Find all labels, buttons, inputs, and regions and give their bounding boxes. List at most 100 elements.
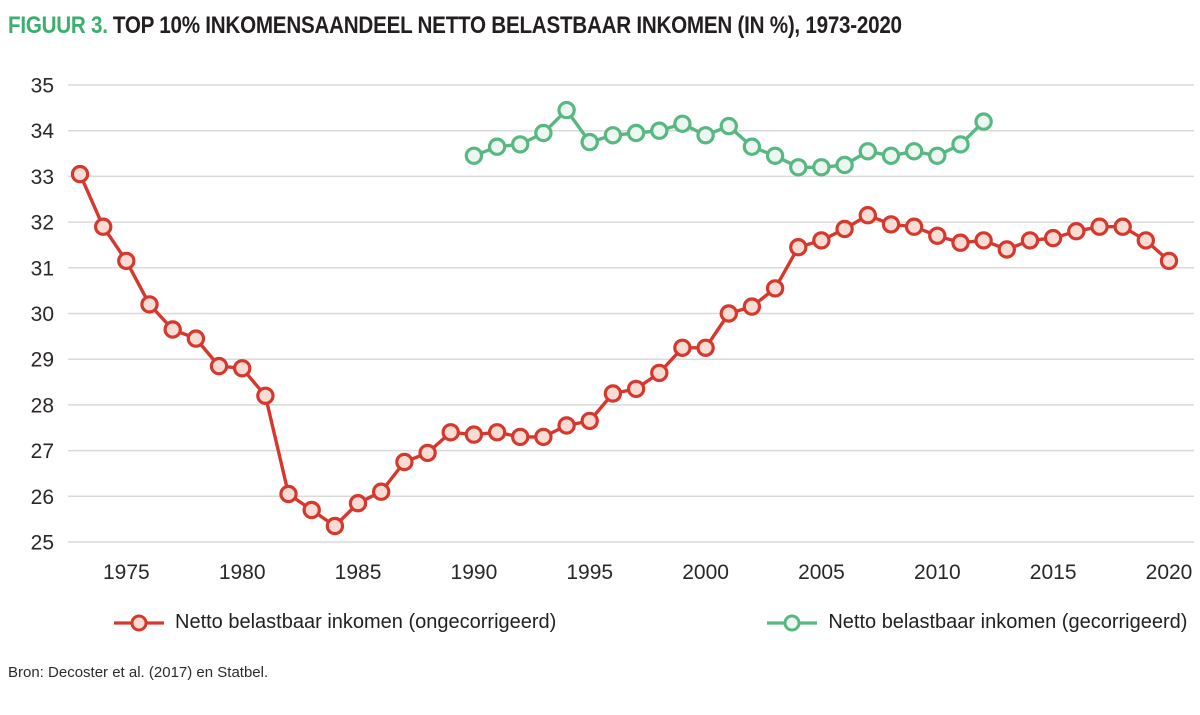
- svg-text:2000: 2000: [682, 561, 729, 584]
- data-point-ongecorrigeerd-1973: [70, 164, 90, 184]
- svg-text:35: 35: [31, 75, 54, 98]
- data-point-gecorrigeerd-1991: [487, 137, 507, 156]
- legend-label-ongecorrigeerd: Netto belastbaar inkomen (ongecorrigeerd…: [175, 611, 557, 633]
- legend-item-gecorrigeerd: Netto belastbaar inkomen (gecorrigeerd): [766, 611, 1187, 634]
- svg-text:1995: 1995: [566, 561, 613, 584]
- data-point-gecorrigeerd-1994: [557, 100, 576, 120]
- data-point-gecorrigeerd-1995: [580, 132, 599, 152]
- data-point-ongecorrigeerd-2007: [858, 205, 878, 225]
- data-point-ongecorrigeerd-2019: [1136, 231, 1156, 250]
- svg-text:31: 31: [31, 257, 54, 280]
- figure-title: FIGUUR 3. TOP 10% INKOMENSAANDEEL NETTO B…: [8, 12, 1033, 39]
- data-point-ongecorrigeerd-1991: [487, 423, 507, 442]
- data-point-ongecorrigeerd-2015: [1043, 228, 1063, 248]
- data-point-gecorrigeerd-2004: [789, 158, 808, 177]
- data-point-ongecorrigeerd-1985: [348, 494, 368, 513]
- data-point-ongecorrigeerd-1981: [256, 386, 275, 405]
- legend-label-gecorrigeerd: Netto belastbaar inkomen (gecorrigeerd): [828, 611, 1188, 633]
- data-point-ongecorrigeerd-1989: [441, 423, 460, 442]
- svg-text:29: 29: [31, 349, 54, 372]
- data-point-ongecorrigeerd-1996: [603, 384, 623, 403]
- data-point-ongecorrigeerd-1983: [302, 500, 321, 520]
- svg-text:2015: 2015: [1030, 561, 1077, 584]
- data-point-ongecorrigeerd-1975: [117, 251, 136, 271]
- svg-text:27: 27: [31, 440, 54, 463]
- figure-container: FIGUUR 3. TOP 10% INKOMENSAANDEEL NETTO B…: [8, 12, 1200, 681]
- svg-text:1975: 1975: [103, 561, 150, 584]
- data-point-gecorrigeerd-2010: [928, 146, 947, 166]
- svg-text:26: 26: [31, 486, 54, 509]
- data-point-gecorrigeerd-2005: [812, 158, 831, 177]
- svg-text:1985: 1985: [335, 561, 382, 584]
- figure-title-text: TOP 10% INKOMENSAANDEEL NETTO BELASTBAAR…: [112, 12, 902, 39]
- data-point-gecorrigeerd-2007: [858, 142, 878, 161]
- data-point-ongecorrigeerd-2018: [1113, 217, 1132, 236]
- data-point-ongecorrigeerd-2013: [997, 240, 1017, 259]
- svg-text:2005: 2005: [798, 561, 845, 584]
- green-series-marker-icon: [767, 614, 818, 631]
- data-point-ongecorrigeerd-1979: [209, 356, 229, 376]
- data-point-ongecorrigeerd-1994: [557, 416, 576, 435]
- data-point-ongecorrigeerd-1978: [186, 329, 206, 348]
- data-point-ongecorrigeerd-2014: [1020, 231, 1040, 250]
- data-point-ongecorrigeerd-1982: [279, 484, 298, 504]
- gridlines: [68, 84, 1194, 543]
- red-series-marker-icon: [114, 614, 164, 631]
- x-axis-labels: 1975 1980 1985 1990 1995 2000 2005 2010 2015 2020: [103, 561, 1192, 584]
- data-point-ongecorrigeerd-2010: [928, 226, 947, 245]
- data-point-gecorrigeerd-2011: [951, 135, 970, 154]
- series-ongecorrigeerd: [70, 164, 1179, 536]
- chart-legend: Netto belastbaar inkomen (ongecorrigeerd…: [8, 611, 1200, 634]
- data-point-gecorrigeerd-1996: [603, 126, 623, 145]
- data-point-ongecorrigeerd-1977: [163, 320, 182, 339]
- data-point-ongecorrigeerd-2006: [835, 219, 854, 239]
- data-point-ongecorrigeerd-1986: [372, 482, 391, 501]
- data-point-gecorrigeerd-1993: [534, 123, 553, 143]
- data-point-ongecorrigeerd-1980: [232, 359, 252, 378]
- data-point-ongecorrigeerd-2003: [765, 279, 785, 298]
- data-point-ongecorrigeerd-1999: [673, 338, 692, 357]
- data-point-ongecorrigeerd-2011: [951, 233, 970, 252]
- data-point-gecorrigeerd-1992: [511, 135, 530, 154]
- data-point-ongecorrigeerd-1988: [418, 443, 437, 463]
- data-point-gecorrigeerd-1999: [673, 114, 692, 134]
- data-point-ongecorrigeerd-2017: [1090, 217, 1109, 236]
- series-ongecorrigeerd-line: [78, 173, 1171, 528]
- data-point-ongecorrigeerd-2001: [719, 304, 739, 323]
- svg-text:25: 25: [31, 532, 54, 555]
- data-point-gecorrigeerd-2000: [696, 126, 715, 145]
- data-point-ongecorrigeerd-2004: [789, 237, 808, 257]
- svg-text:33: 33: [31, 166, 54, 189]
- svg-text:30: 30: [31, 303, 54, 326]
- data-point-gecorrigeerd-1998: [650, 121, 669, 140]
- svg-text:1980: 1980: [219, 561, 266, 584]
- data-point-gecorrigeerd-2012: [974, 112, 993, 131]
- svg-text:32: 32: [31, 212, 54, 235]
- series-gecorrigeerd: [464, 100, 993, 177]
- data-point-ongecorrigeerd-2000: [696, 338, 715, 357]
- data-point-gecorrigeerd-2001: [719, 116, 739, 136]
- data-point-ongecorrigeerd-2005: [812, 231, 831, 250]
- data-point-ongecorrigeerd-1997: [626, 379, 646, 399]
- y-axis-labels: 25 26 27 28 29 30 31 32 33 34 35: [31, 75, 55, 555]
- data-point-ongecorrigeerd-1992: [511, 427, 530, 447]
- data-point-ongecorrigeerd-2016: [1067, 221, 1086, 241]
- data-point-ongecorrigeerd-1984: [325, 516, 345, 536]
- legend-item-ongecorrigeerd: Netto belastbaar inkomen (ongecorrigeerd…: [113, 611, 556, 634]
- svg-text:28: 28: [31, 394, 54, 417]
- figure-label: FIGUUR 3.: [8, 12, 108, 39]
- data-point-ongecorrigeerd-1987: [395, 452, 414, 472]
- svg-text:2020: 2020: [1146, 561, 1193, 584]
- data-point-ongecorrigeerd-1976: [140, 295, 159, 314]
- data-point-ongecorrigeerd-2008: [881, 215, 901, 234]
- line-chart: 25 26 27 28 29 30 31 32 33 34 35 1975 1980 1985 1990 19…: [8, 57, 1200, 597]
- svg-text:34: 34: [31, 120, 55, 143]
- data-point-ongecorrigeerd-1990: [464, 425, 484, 444]
- data-point-ongecorrigeerd-2002: [742, 297, 762, 316]
- data-point-ongecorrigeerd-2020: [1159, 251, 1179, 271]
- data-point-gecorrigeerd-1997: [626, 123, 646, 143]
- data-point-ongecorrigeerd-2012: [974, 231, 993, 250]
- data-point-gecorrigeerd-2009: [904, 142, 924, 161]
- data-point-ongecorrigeerd-1993: [534, 427, 553, 447]
